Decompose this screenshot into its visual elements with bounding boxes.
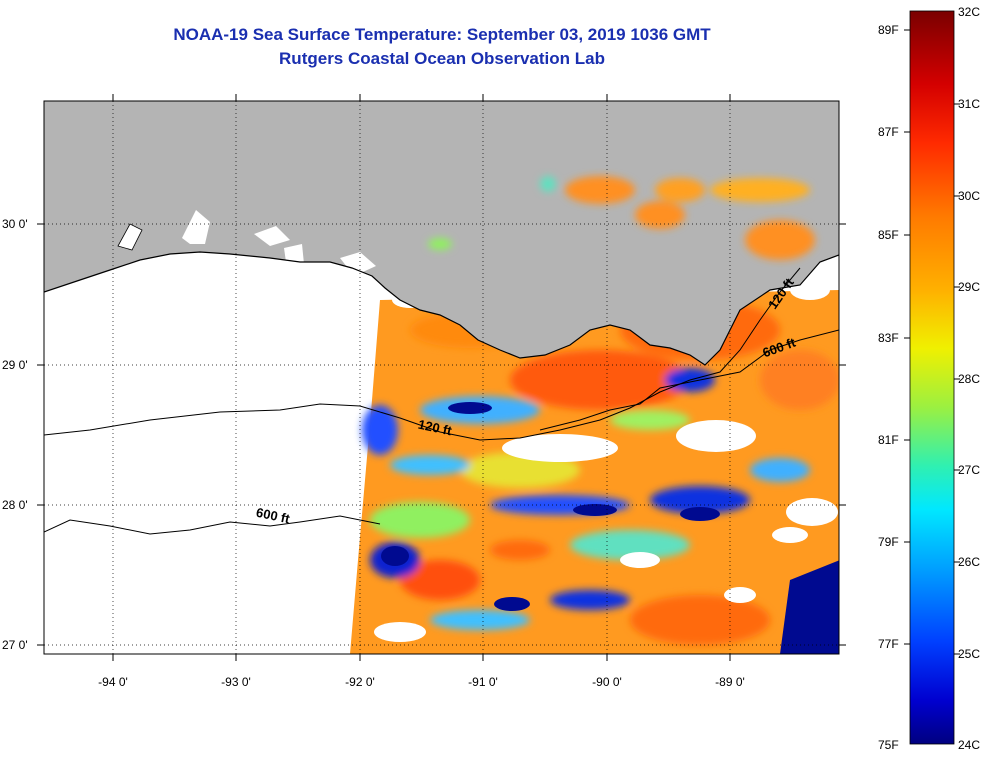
colorbar [909, 10, 955, 745]
title-line-2: Rutgers Coastal Ocean Observation Lab [279, 49, 605, 68]
cb-label-81f: 81F [878, 433, 899, 447]
cb-label-26c: 26C [958, 555, 981, 569]
lon-label-89: -89 0' [715, 675, 745, 689]
map-body [44, 101, 839, 654]
lon-label-92: -92 0' [345, 675, 375, 689]
cb-label-25c: 25C [958, 647, 981, 661]
cb-label-83f: 83F [878, 331, 899, 345]
cb-label-79f: 79F [878, 535, 899, 549]
lon-label-90: -90 0' [592, 675, 622, 689]
cb-label-77f: 77F [878, 637, 899, 651]
lat-label-28: 28 0' [2, 498, 28, 512]
inland-lakes [117, 210, 376, 276]
cb-label-30c: 30C [958, 189, 981, 203]
land-mass [44, 101, 839, 365]
colorbar-ticks [904, 29, 960, 655]
cb-label-31c: 31C [958, 97, 981, 111]
cb-label-75f: 75F [878, 738, 899, 752]
contour-120ft [44, 267, 801, 441]
cb-label-29c: 29C [958, 280, 981, 294]
coastline [44, 251, 839, 366]
lon-label-93: -93 0' [221, 675, 251, 689]
cb-label-87f: 87F [878, 125, 899, 139]
lon-label-91: -91 0' [468, 675, 498, 689]
cb-label-32c: 32C [958, 5, 981, 19]
graticule [44, 101, 839, 654]
lat-label-30: 30 0' [2, 217, 28, 231]
coastal-sst [428, 176, 815, 260]
lat-label-29: 29 0' [2, 358, 28, 372]
sst-swath [350, 280, 839, 654]
map-frame [43, 100, 840, 655]
cb-label-28c: 28C [958, 372, 981, 386]
lon-label-94: -94 0' [98, 675, 128, 689]
lat-label-27: 27 0' [2, 638, 28, 652]
contour-600ft [44, 329, 839, 535]
cb-label-27c: 27C [958, 463, 981, 477]
cb-label-24c: 24C [958, 738, 981, 752]
title-line-1: NOAA-19 Sea Surface Temperature: Septemb… [173, 25, 711, 44]
cb-label-85f: 85F [878, 228, 899, 242]
cb-label-89f: 89F [878, 23, 899, 37]
frame-ticks [37, 94, 846, 661]
